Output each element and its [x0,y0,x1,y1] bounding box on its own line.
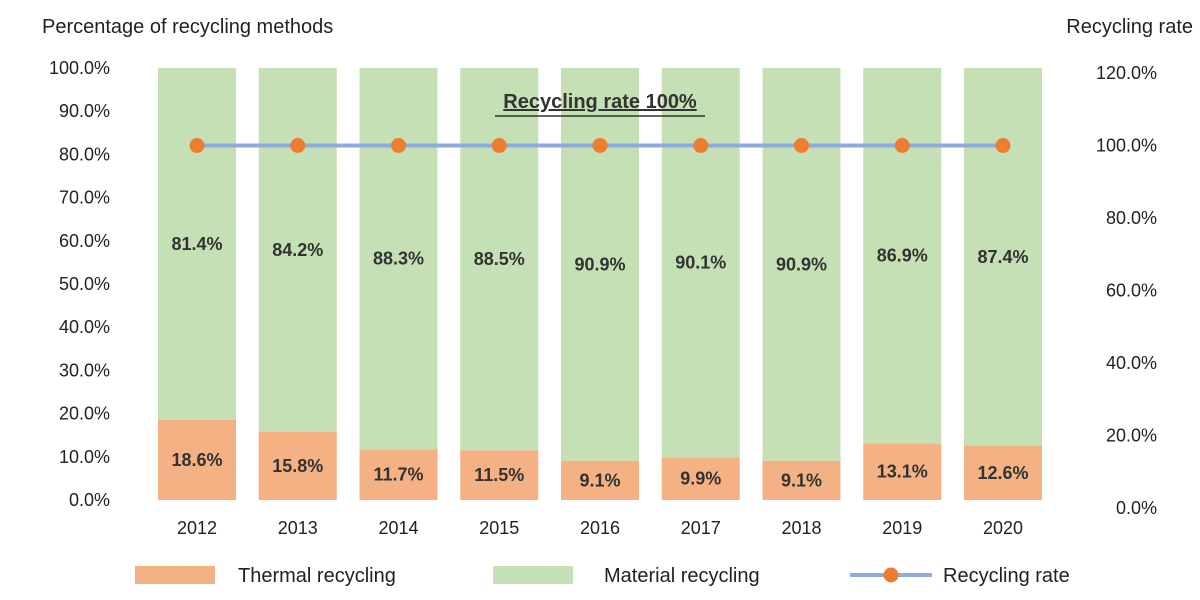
right-tick-label: 80.0% [1106,208,1157,228]
data-label-thermal-2017: 9.9% [680,469,721,489]
recycling-rate-point-2014 [391,138,406,153]
recycling-rate-point-2019 [894,138,910,153]
bar-material-2017 [661,68,740,458]
data-label-thermal-2020: 12.6% [977,463,1028,483]
left-tick-label: 70.0% [59,188,110,208]
right-tick-label: 40.0% [1106,353,1157,373]
right-tick-label: 0.0% [1116,498,1157,518]
left-axis-ticks: 0.0% 10.0% 20.0% 30.0% 40.0% 50.0% 60.0% 70.0% 8… [49,58,110,510]
legend-label-thermal: Thermal recycling [238,565,396,587]
left-tick-label: 0.0% [69,490,110,510]
recycling-rate-point-2012 [189,138,205,153]
x-tick-label-2014: 2014 [378,518,418,538]
recycling-rate-point-2018 [794,138,809,153]
data-label-material-2016: 90.9% [574,254,625,274]
bar-thermal-2017 [661,457,740,500]
bar-material-2014 [359,68,438,450]
bar-material-2020 [964,68,1042,446]
left-tick-label: 90.0% [59,101,110,121]
legend: Thermal recycling Material recycling Recyc… [135,565,1070,587]
data-label-thermal-2018: 9.1% [781,470,822,490]
bar-thermal-2020 [964,445,1042,500]
data-label-material-2017: 90.1% [675,253,726,273]
bar-thermal-2012 [158,419,236,500]
recycling-rate-point-2015 [491,138,507,153]
x-axis-ticks: 2012 2013 2014 2015 2016 2017 2018 2019 2020 [177,518,1023,538]
recycling-rate-point-2017 [693,138,709,153]
bar-material-2013 [258,68,337,432]
line-layer [189,138,1011,153]
x-tick-label-2019: 2019 [882,518,922,538]
data-label-material-2015: 88.5% [474,249,525,269]
left-tick-label: 60.0% [59,231,110,251]
left-tick-label: 30.0% [59,360,110,380]
legend-label-rate: Recycling rate [943,565,1070,587]
right-tick-label: 100.0% [1096,136,1157,156]
x-tick-label-2020: 2020 [983,518,1023,538]
data-label-thermal-2013: 15.8% [272,456,323,476]
data-label-material-2013: 84.2% [272,240,323,260]
bar-material-2015 [460,68,539,451]
data-label-material-2014: 88.3% [373,249,424,269]
bar-material-2016 [561,68,639,461]
data-label-thermal-2015: 11.5% [474,465,524,485]
legend-swatch-thermal [135,566,215,584]
data-label-thermal-2019: 13.1% [877,462,928,482]
legend-swatch-material [493,566,573,584]
right-axis-title: Recycling rate [1066,16,1193,38]
x-tick-label-2016: 2016 [580,518,620,538]
bar-thermal-2013 [258,431,337,500]
x-tick-label-2018: 2018 [781,518,821,538]
bar-material-2019 [863,68,942,444]
bar-material-2018 [762,68,841,461]
left-tick-label: 40.0% [59,317,110,337]
bar-thermal-2014 [359,449,438,500]
right-axis-ticks: 0.0% 20.0% 40.0% 60.0% 80.0% 100.0% 120.0% [1096,63,1157,518]
data-label-thermal-2012: 18.6% [171,450,222,470]
recycling-rate-point-2016 [592,138,608,153]
right-tick-label: 20.0% [1106,426,1157,446]
right-tick-label: 60.0% [1106,281,1157,301]
x-tick-label-2015: 2015 [479,518,519,538]
left-tick-label: 80.0% [59,144,110,164]
data-label-thermal-2014: 11.7% [373,465,423,485]
right-tick-label: 120.0% [1096,63,1157,83]
legend-label-material: Material recycling [604,565,760,587]
left-tick-label: 20.0% [59,404,110,424]
bar-thermal-2015 [460,450,539,500]
bar-thermal-2016 [561,460,639,500]
legend-marker-rate [883,567,899,583]
data-label-material-2020: 87.4% [977,247,1028,267]
bar-thermal-2018 [762,460,841,500]
recycling-rate-point-2020 [995,138,1011,153]
left-tick-label: 100.0% [49,58,110,78]
data-label-thermal-2016: 9.1% [579,470,620,490]
data-label-material-2012: 81.4% [171,234,222,254]
left-axis-title: Percentage of recycling methods [42,16,333,38]
data-label-material-2018: 90.9% [776,254,827,274]
left-tick-label: 50.0% [59,274,110,294]
bars-layer: 18.6% 81.4% 15.8% 84.2% 11.7% 88.3% 11.5% 88.5%… [158,68,1042,500]
left-tick-label: 10.0% [59,447,110,467]
x-tick-label-2013: 2013 [278,518,318,538]
data-label-material-2019: 86.9% [877,246,928,266]
bar-thermal-2019 [863,443,942,500]
x-tick-label-2012: 2012 [177,518,217,538]
bar-material-2012 [158,68,236,420]
recycling-rate-point-2013 [290,138,306,153]
recycling-rate-annotation: Recycling rate 100% [503,91,697,113]
x-tick-label-2017: 2017 [681,518,721,538]
